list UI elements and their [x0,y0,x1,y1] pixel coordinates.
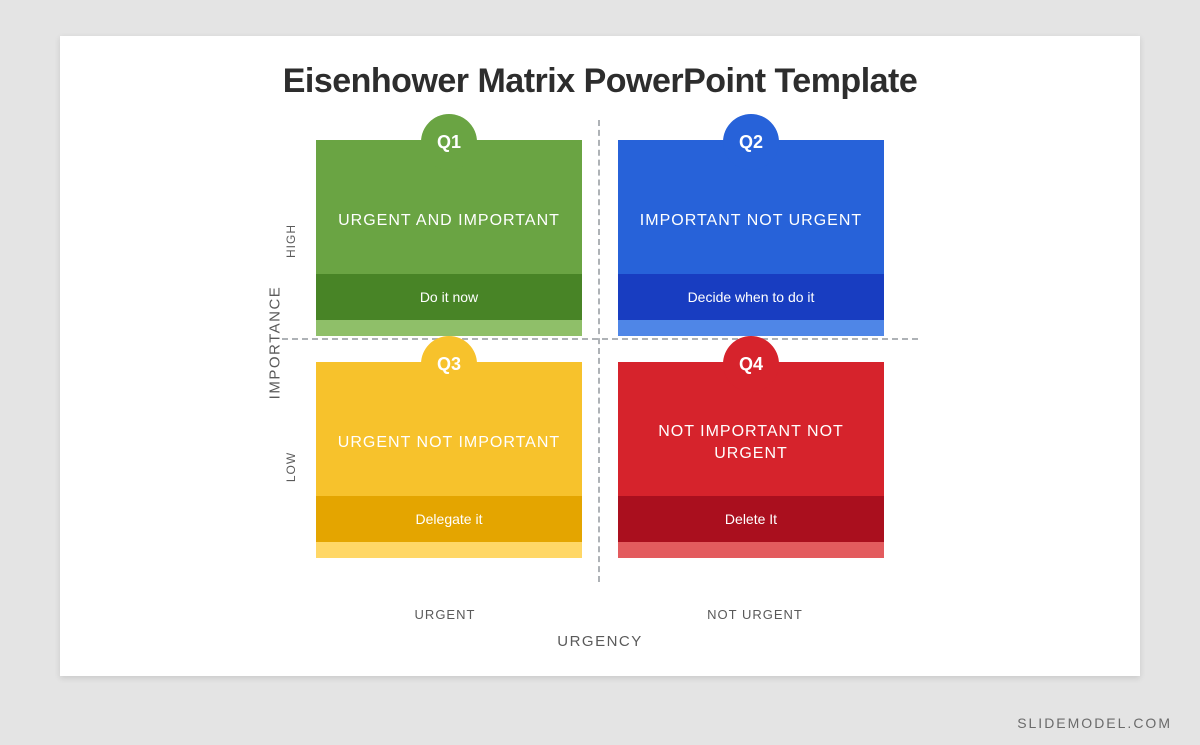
quadrant-badge: Q2 [723,114,779,170]
quadrant-badge: Q1 [421,114,477,170]
quadrant-trail [316,320,582,336]
quadrant-action: Decide when to do it [618,274,884,320]
vertical-divider [598,120,600,582]
quadrant-badge: Q3 [421,336,477,392]
slide-stage: Eisenhower Matrix PowerPoint Template IM… [60,36,1140,676]
quadrant-trail [618,542,884,558]
y-axis-label-low: LOW [284,452,298,482]
horizontal-divider [282,338,918,340]
slide-title: Eisenhower Matrix PowerPoint Template [60,36,1140,101]
eisenhower-matrix: IMPORTANCE HIGH LOW URGENT AND IMPORTANT… [300,124,900,602]
quadrant-badge: Q4 [723,336,779,392]
quadrant-q1: URGENT AND IMPORTANT Do it now Q1 [316,140,582,320]
watermark-text: SLIDEMODEL.COM [1017,715,1172,731]
quadrant-action: Delegate it [316,496,582,542]
x-axis-label-urgent: URGENT [300,607,590,622]
x-axis-title: URGENCY [300,633,900,650]
x-axis-label-not-urgent: NOT URGENT [610,607,900,622]
quadrant-action: Do it now [316,274,582,320]
quadrant-action: Delete It [618,496,884,542]
quadrant-trail [316,542,582,558]
y-axis-label-high: HIGH [284,224,298,258]
quadrant-trail [618,320,884,336]
quadrant-q4: NOT IMPORTANT NOT URGENT Delete It Q4 [618,362,884,542]
quadrant-q3: URGENT NOT IMPORTANT Delegate it Q3 [316,362,582,542]
y-axis-title: IMPORTANCE [266,286,283,400]
quadrant-q2: IMPORTANT NOT URGENT Decide when to do i… [618,140,884,320]
